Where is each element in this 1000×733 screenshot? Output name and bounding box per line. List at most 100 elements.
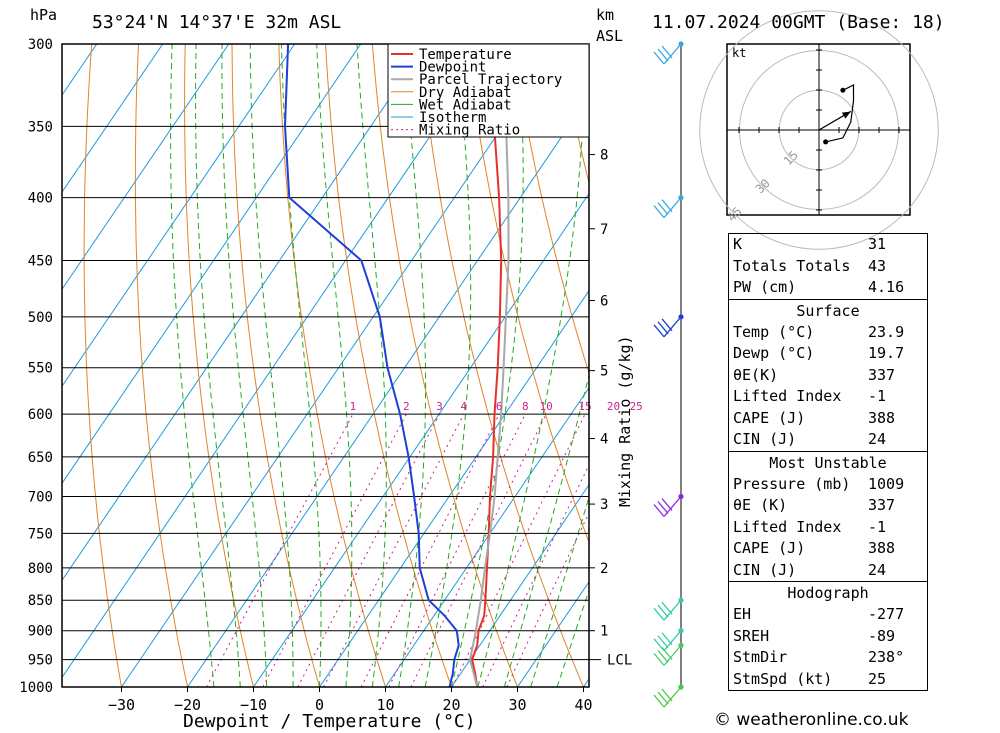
index-label: K	[733, 235, 743, 253]
mixing-ratio-label: 3	[436, 400, 443, 413]
wind-barb-column	[653, 41, 684, 708]
most-unstable-value: -1	[868, 517, 887, 536]
pressure-tick-label: 950	[28, 653, 53, 669]
pressure-tick-label: 700	[28, 490, 53, 506]
surface-label: Dewp (°C)	[733, 344, 815, 362]
wind-barb-feather	[661, 688, 673, 702]
pressure-tick-label: 600	[28, 407, 53, 423]
dry-adiabat-line	[512, 44, 589, 375]
legend-label: Parcel Trajectory	[419, 72, 562, 88]
wind-barb-shaft	[663, 630, 682, 652]
surface-row: Temp (°C) 23.9	[729, 322, 927, 344]
mixing-ratio-label: 1	[350, 400, 357, 413]
wind-barb-feather	[657, 649, 669, 663]
mixing-ratio-label: 2	[403, 400, 410, 413]
x-tick-label: 20	[442, 696, 460, 714]
wind-barb-feather	[661, 601, 673, 615]
km-unit-label: km	[596, 6, 614, 24]
pressure-tick-label: 850	[28, 593, 53, 609]
wind-barb-feather	[661, 498, 673, 511]
x-tick-label: 0	[315, 696, 324, 714]
most-unstable-row: CAPE (J) 388	[729, 538, 927, 560]
pressure-tick-label: 450	[28, 254, 53, 270]
mixing-ratio-label: 20	[607, 400, 620, 413]
most-unstable-label: θE (K)	[733, 496, 788, 514]
wind-barb	[653, 630, 682, 652]
pressure-tick-label: 350	[28, 119, 53, 135]
most-unstable-label: Pressure (mb)	[733, 474, 851, 493]
wind-barb	[653, 686, 682, 708]
axes: 1 2 3 4 6 8 10 15 20 2530035040045050055060065070…	[19, 37, 643, 714]
wind-barb-feather	[661, 646, 673, 660]
most-unstable-section-title: Most Unstable	[729, 450, 927, 474]
surface-value: 19.7	[868, 344, 905, 362]
isotherm-line	[0, 44, 31, 687]
wind-barb	[653, 599, 682, 621]
surface-value: 24	[868, 430, 887, 448]
most-unstable-row: Lifted Index -1	[729, 517, 927, 539]
height-tick-label: 7	[600, 222, 608, 238]
height-tick-label: 2	[600, 561, 608, 577]
temperature-profile	[471, 44, 503, 687]
mixing-ratio-label: 8	[522, 400, 529, 413]
hodograph-end-dot	[840, 87, 846, 93]
hodograph-row: EH -277	[729, 604, 927, 626]
wind-barb-feather	[653, 652, 665, 666]
wind-barb-shaft	[663, 644, 682, 666]
wind-barb-shaft	[663, 316, 682, 338]
most-unstable-value: 24	[868, 560, 887, 579]
isotherm-line	[385, 386, 589, 687]
isotherm-line	[62, 44, 494, 679]
hodograph-value: -89	[868, 626, 896, 645]
x-tick-label: 10	[376, 696, 394, 714]
pressure-tick-label: 400	[28, 191, 53, 207]
pressure-tick-label: 550	[28, 361, 53, 377]
pressure-tick-label: 500	[28, 310, 53, 326]
x-tick-label: 30	[508, 696, 526, 714]
wind-barb-shaft	[663, 599, 682, 621]
surface-value: 388	[868, 408, 896, 427]
wind-barb-shaft	[663, 197, 682, 219]
surface-label: Temp (°C)	[733, 322, 815, 341]
surface-row: CIN (J) 24	[729, 429, 927, 451]
mixing-ratio-label: 6	[496, 400, 503, 413]
dry-adiabat-line	[981, 44, 1000, 687]
most-unstable-value: 388	[868, 539, 896, 557]
hodograph-ring	[699, 10, 939, 250]
wind-barb	[653, 496, 682, 517]
wind-barb-feather	[653, 694, 665, 708]
wind-barb-feather	[657, 635, 669, 649]
hpa-unit-label: hPa	[30, 6, 57, 24]
hodograph-label: EH	[733, 605, 752, 623]
height-tick-label: 5	[600, 364, 608, 380]
location-title: 53°24'N 14°37'E 32m ASL	[92, 12, 341, 33]
index-label: PW (cm)	[733, 278, 797, 296]
x-tick-label: 40	[574, 696, 592, 714]
height-tick-label: 4	[600, 432, 608, 448]
dry-adiabat-line	[934, 44, 1000, 687]
surface-label: CAPE (J)	[733, 408, 806, 427]
legend-label: Dewpoint	[419, 60, 486, 76]
wind-barb	[653, 316, 682, 338]
wind-barb-feather	[661, 45, 673, 59]
surface-row: CAPE (J) 388	[729, 408, 927, 430]
wind-barb-shaft	[663, 43, 682, 65]
most-unstable-label: CAPE (J)	[733, 539, 806, 557]
legend-label: Wet Adiabat	[419, 97, 512, 113]
mixing-ratio-label: 4	[460, 400, 467, 413]
datetime-title: 11.07.2024 00GMT (Base: 18)	[652, 12, 945, 33]
surface-row: θE(K) 337	[729, 365, 927, 387]
isotherm-line	[451, 483, 589, 687]
surface-value: 23.9	[868, 322, 905, 341]
most-unstable-value: 1009	[868, 474, 905, 493]
surface-label: CIN (J)	[733, 430, 797, 448]
surface-value: 337	[868, 365, 896, 384]
most-unstable-row: θE (K) 337	[729, 495, 927, 517]
wind-barb-feather	[657, 321, 669, 335]
asl-unit-label: ASL	[596, 27, 623, 45]
wind-barb-feather	[653, 324, 665, 338]
hodograph-label: StmDir	[733, 648, 788, 666]
wind-barb-feather	[653, 205, 665, 219]
x-tick-label: −20	[174, 696, 201, 714]
